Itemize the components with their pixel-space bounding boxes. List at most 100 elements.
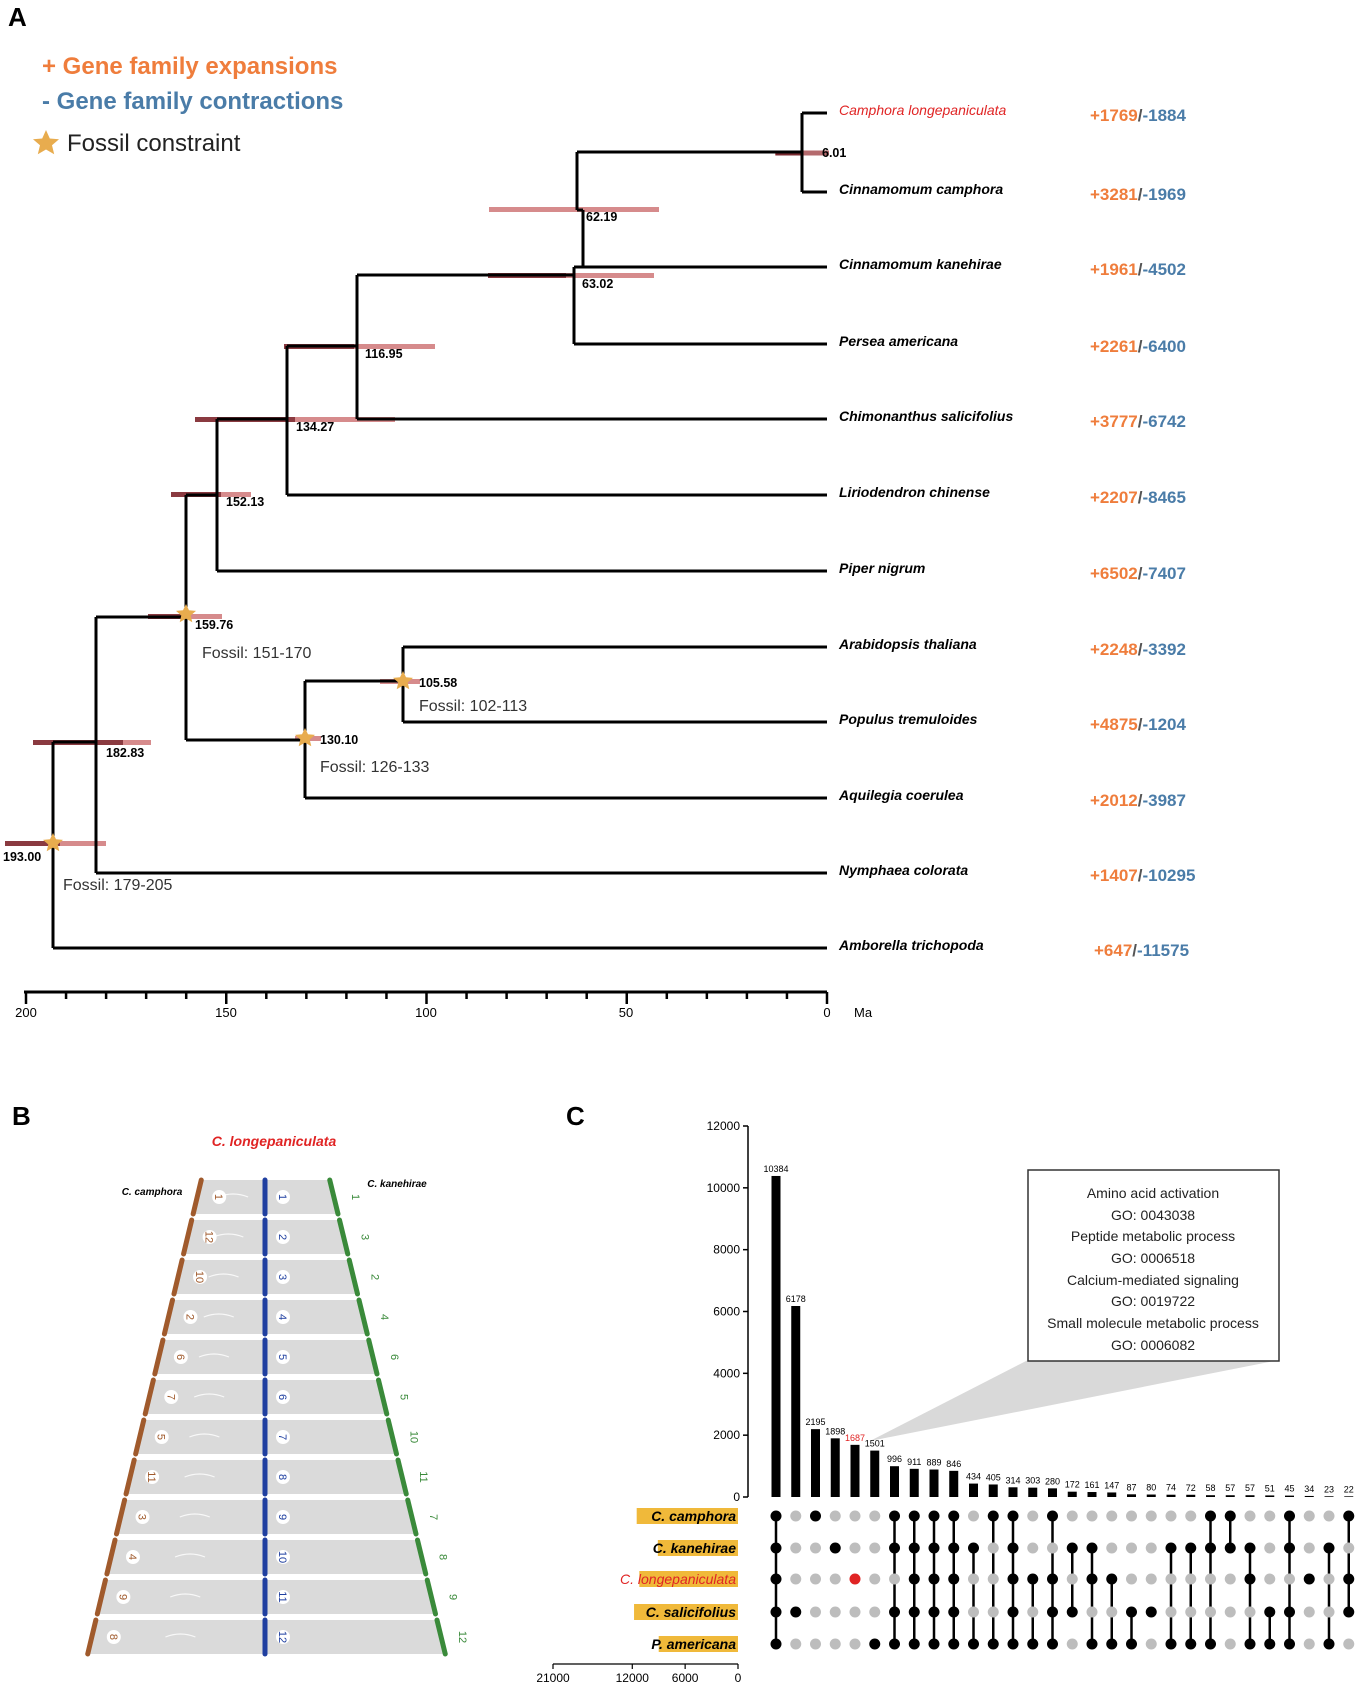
synteny-ribbon [145, 1380, 265, 1414]
matrix-dot-filled [829, 1542, 841, 1554]
contraction-count: -6400 [1142, 337, 1185, 356]
chromosome-label-bg [276, 1550, 290, 1564]
intersection-bar [1186, 1494, 1196, 1497]
intersection-bar [1166, 1494, 1176, 1497]
intersection-bar-label: 911 [907, 1457, 921, 1467]
taxa-list: Camphora longepaniculata +1769/-1884Cinna… [838, 102, 1195, 960]
matrix-dot-filled [908, 1606, 920, 1618]
go-id: GO: 0043038 [1111, 1207, 1195, 1223]
matrix-dot-filled [1224, 1510, 1236, 1522]
chromosome-label-bg [154, 1430, 169, 1444]
matrix-dot-empty [968, 1510, 979, 1522]
count-separator: / [1138, 260, 1143, 279]
intersection-bar [1127, 1494, 1136, 1497]
chromosome-label-bg [276, 1230, 290, 1244]
synteny-ribbon [173, 1260, 265, 1294]
gene-family-count: +2261/-6400 [1090, 337, 1186, 356]
matrix-dot-empty [1224, 1606, 1236, 1618]
synteny-ribbon [97, 1580, 265, 1614]
ci-bar [489, 207, 659, 212]
expansion-count: +647 [1094, 941, 1132, 960]
synteny-ribbon [265, 1580, 436, 1614]
go-annotation-text: Amino acid activation GO: 0043038 Peptid… [1047, 1185, 1259, 1353]
legend-expansions: + Gene family expansions [42, 53, 337, 80]
matrix-dot-empty [829, 1510, 841, 1522]
contraction-count: -1884 [1142, 106, 1186, 125]
taxon-name: Nymphaea colorata [839, 862, 968, 878]
matrix-dot-filled [1027, 1573, 1039, 1585]
matrix-dot-filled [889, 1542, 900, 1554]
matrix-dot-empty [790, 1510, 802, 1522]
tree-branch [287, 275, 827, 421]
matrix-dot-empty [1066, 1573, 1078, 1585]
chromosome-label-longepaniculata: 8 [276, 1474, 288, 1480]
synteny-ribbon [265, 1380, 387, 1414]
matrix-dot-filled [1066, 1542, 1078, 1554]
matrix-dot-filled [1086, 1638, 1098, 1650]
chromosome-label-longepaniculata: 4 [276, 1314, 288, 1320]
synteny-ribbon [265, 1620, 446, 1654]
synteny-ribbon [265, 1180, 339, 1214]
matrix-dot-empty [849, 1542, 861, 1554]
intersection-bar-label: 280 [1045, 1476, 1060, 1486]
chromosome-label-camphora: 9 [116, 1594, 128, 1600]
gene-family-count: +1769/-1884 [1090, 106, 1187, 125]
chromosome-label-kanehirae: 5 [398, 1394, 410, 1400]
chromosome-label-longepaniculata: 7 [276, 1434, 288, 1440]
fossil-star-icon [176, 604, 196, 623]
fossil-calibration: Fossil: 179-205 [63, 877, 172, 894]
panel-b-label: B [12, 1101, 31, 1131]
time-axis-tick-label: 100 [415, 1005, 437, 1020]
matrix-dot-empty [869, 1606, 881, 1618]
matrix-dot-filled [1185, 1542, 1197, 1554]
chromosome-label-kanehirae: 12 [456, 1631, 468, 1643]
set-name: P. americana [651, 1636, 736, 1652]
matrix-dot-empty [1106, 1510, 1118, 1522]
gene-family-count: +647/-11575 [1094, 941, 1189, 960]
matrix-dot-empty [987, 1542, 999, 1554]
intersection-bar [1245, 1495, 1255, 1497]
ci-bar [284, 344, 435, 349]
matrix-dot-filled [928, 1606, 940, 1618]
matrix-dot-empty [869, 1573, 881, 1585]
intersection-bar [850, 1444, 860, 1497]
synteny-link [179, 1513, 211, 1518]
upset-y-tick-label: 2000 [713, 1428, 740, 1442]
expansion-count: +2248 [1090, 640, 1138, 659]
chromosome-label-kanehirae: 9 [446, 1594, 458, 1600]
intersection-bar-label: 6178 [786, 1294, 806, 1304]
intersection-bar-label: 72 [1186, 1483, 1196, 1493]
intersection-bar [949, 1470, 959, 1497]
synteny-link [193, 1393, 225, 1398]
matrix-dot-empty [987, 1606, 999, 1618]
chromosome-label-longepaniculata: 12 [276, 1631, 288, 1643]
intersection-bar [1225, 1495, 1235, 1497]
chromosome-bar-kanehirae [434, 1617, 448, 1657]
matrix-dot-empty [1106, 1542, 1118, 1554]
intersection-bar-label: 1687 [845, 1433, 865, 1443]
synteny-link [203, 1313, 234, 1318]
intersection-bar [1048, 1488, 1057, 1497]
intersection-bar-label: 23 [1324, 1484, 1334, 1494]
taxon-name: Populus tremuloides [839, 711, 978, 727]
matrix-dot-empty [1303, 1638, 1315, 1650]
chromosome-label-bg [212, 1190, 227, 1204]
matrix-dot-filled [1027, 1638, 1039, 1650]
count-separator: / [1138, 791, 1143, 810]
chromosome-label-camphora: 2 [183, 1314, 195, 1320]
tree-branch [778, 111, 827, 194]
matrix-dot-empty [1303, 1510, 1315, 1522]
intersection-bar [1304, 1495, 1314, 1497]
matrix-dot-empty [810, 1606, 821, 1618]
chromosome-label-bg [106, 1630, 121, 1644]
node-age: 182.83 [106, 746, 144, 760]
matrix-dot-empty [1323, 1573, 1335, 1585]
matrix-dot-filled [968, 1542, 979, 1554]
intersection-bar [1265, 1495, 1275, 1497]
matrix-dot-empty [987, 1573, 999, 1585]
taxon-name: Chimonanthus salicifolius [839, 408, 1013, 424]
set-name: C. salicifolius [646, 1604, 736, 1620]
chromosome-label-camphora: 4 [126, 1554, 138, 1560]
expansion-count: +1769 [1090, 106, 1138, 125]
matrix-dot-filled [1165, 1638, 1177, 1650]
